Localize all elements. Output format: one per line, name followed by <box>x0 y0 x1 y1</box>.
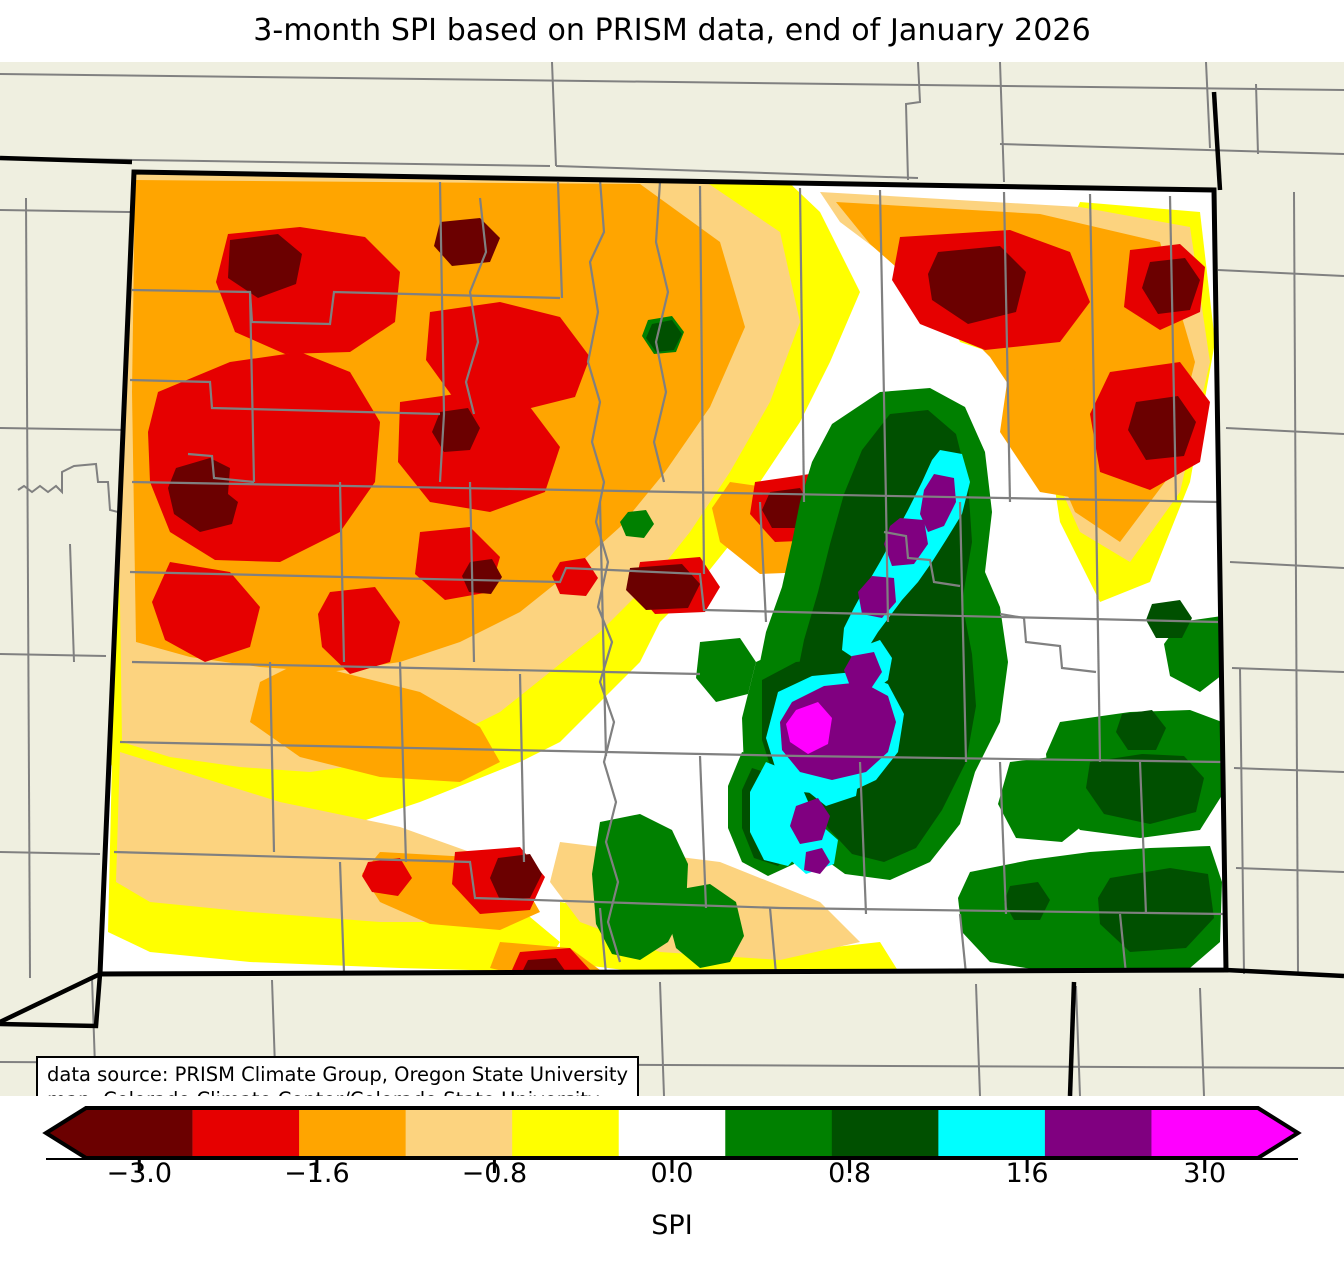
colorbar-band <box>1044 1108 1153 1158</box>
colorbar-tick-marks <box>137 1159 1207 1173</box>
neighbor-state-borders <box>0 91 1344 1096</box>
colorbar-tick-label: −1.6 <box>284 1158 350 1189</box>
colorado-county-lines <box>113 179 1225 974</box>
colorbar-axis-label: SPI <box>651 1210 693 1241</box>
colorbar-tick-labels: −3.0 −1.6 −0.8 0.0 0.8 1.6 3.0 <box>0 1158 1344 1204</box>
attribution-line-1: data source: PRISM Climate Group, Oregon… <box>47 1063 629 1086</box>
spi-choropleth-map <box>0 62 1344 1096</box>
colorbar-tick-label: 1.6 <box>1005 1158 1049 1189</box>
colorbar-tick-label: −3.0 <box>106 1158 173 1189</box>
attribution-box: data source: PRISM Climate Group, Oregon… <box>36 1056 640 1096</box>
attribution-line-2: map: Colorado Climate Center/Colorado St… <box>47 1088 628 1096</box>
colorbar-tick-label: 3.0 <box>1183 1158 1227 1189</box>
page-title: 3-month SPI based on PRISM data, end of … <box>253 13 1091 48</box>
colorbar-band <box>299 1108 407 1158</box>
colorbar-band <box>1151 1108 1298 1158</box>
map-panel: data source: PRISM Climate Group, Oregon… <box>0 62 1344 1096</box>
colorbar-tick-label: −0.8 <box>461 1158 528 1189</box>
colorbar-swatches <box>42 1106 1302 1173</box>
colorbar: −3.0 −1.6 −0.8 0.0 0.8 1.6 3.0 SPI <box>0 1100 1344 1262</box>
colorbar-band <box>831 1108 939 1158</box>
colorbar-band <box>938 1108 1046 1158</box>
colorbar-tick-label: 0.0 <box>650 1158 694 1189</box>
colorbar-band <box>192 1108 300 1158</box>
colorado-state-border <box>97 169 1229 977</box>
colorbar-band <box>46 1108 193 1158</box>
colorbar-band <box>725 1108 833 1158</box>
colorbar-tick-label: 0.8 <box>828 1158 872 1189</box>
colorbar-band <box>618 1108 726 1158</box>
spi-band-magenta <box>786 702 832 754</box>
neighbor-county-lines <box>0 62 1344 1096</box>
colorbar-band <box>405 1108 513 1158</box>
colorbar-band <box>512 1108 620 1158</box>
